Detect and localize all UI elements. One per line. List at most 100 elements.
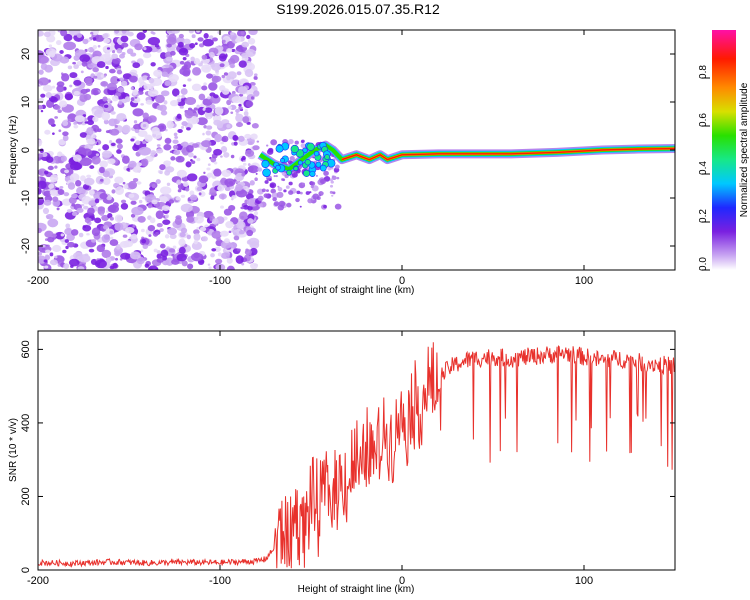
noise-speckle [136,32,146,41]
noise-speckle [208,266,212,270]
track-blob [297,160,303,166]
noise-speckle [85,134,92,140]
transition-speckle [334,203,342,210]
noise-speckle [95,153,100,157]
noise-speckle [149,217,156,224]
noise-speckle [220,205,224,209]
noise-speckle [214,246,221,252]
noise-speckle [244,249,252,256]
noise-speckle [238,60,247,68]
noise-speckle [49,259,58,266]
noise-speckle [166,120,175,129]
noise-speckle [71,229,79,236]
noise-speckle [38,251,43,256]
noise-speckle [57,151,63,157]
noise-speckle [186,127,191,131]
noise-speckle [245,48,256,57]
transition-speckle [296,190,301,195]
noise-speckle [244,149,255,157]
noise-speckle [76,207,84,213]
noise-speckle [170,50,176,56]
noise-speckle [201,85,208,91]
noise-speckle [241,172,246,177]
noise-speckle [96,244,105,253]
noise-speckle [62,249,67,254]
noise-speckle [43,190,52,197]
transition-speckle [294,140,299,145]
noise-speckle [106,98,111,102]
noise-speckle [223,208,232,216]
noise-speckle [106,47,111,50]
noise-speckle [184,97,197,106]
noise-speckle [134,43,143,51]
noise-speckle [176,98,182,103]
noise-speckle [45,48,57,56]
noise-speckle [90,31,94,35]
noise-speckle [181,260,188,267]
noise-speckle [44,170,49,175]
noise-speckle [156,258,164,263]
noise-speckle [178,33,184,39]
noise-speckle [100,213,104,217]
transition-speckle [270,139,278,146]
noise-speckle [193,229,200,235]
transition-speckle [278,200,286,207]
x-tick-label: -200 [27,575,49,587]
noise-speckle [189,194,198,201]
noise-speckle [44,265,49,269]
noise-speckle [183,38,191,45]
noise-speckle [137,216,146,223]
noise-speckle [207,116,211,120]
noise-speckle [247,163,251,167]
y-tick-label: -10 [20,190,32,206]
noise-speckle [184,64,188,68]
noise-speckle [87,48,91,52]
noise-speckle [193,239,198,245]
noise-speckle [88,200,97,207]
transition-speckle [283,189,287,193]
noise-speckle [205,130,212,136]
noise-speckle [91,238,97,243]
noise-speckle [106,196,112,201]
noise-speckle [236,248,241,252]
noise-speckle [128,193,135,198]
noise-speckle [151,183,156,189]
noise-speckle [241,41,249,48]
noise-speckle [108,140,113,144]
noise-speckle [168,199,175,204]
noise-speckle [120,252,131,260]
noise-speckle [114,250,121,257]
noise-speckle [235,189,248,198]
x-tick-label: 100 [575,575,593,587]
noise-speckle [147,89,159,97]
noise-speckle [244,69,254,78]
noise-speckle [102,177,111,186]
noise-speckle [207,163,211,166]
noise-speckle [238,103,242,107]
noise-speckle [101,249,112,259]
transition-speckle [323,204,327,209]
noise-speckle [176,179,182,185]
noise-speckle [179,60,185,65]
noise-speckle [80,203,85,207]
noise-speckle [210,195,215,200]
noise-speckle [163,100,168,105]
noise-speckle [244,109,248,112]
spectrogram-x-ticks: -200 -100 0 100 [27,30,593,287]
noise-speckle [140,249,144,253]
noise-speckle [42,84,53,92]
noise-speckle [105,210,109,213]
noise-speckle [219,63,225,68]
noise-speckle [138,146,152,156]
noise-speckle [170,156,176,161]
noise-speckle [63,263,70,269]
noise-speckle [223,152,230,158]
noise-speckle [99,160,109,168]
transition-speckle [331,175,337,181]
x-tick-label: 0 [399,275,405,287]
noise-speckle [65,223,71,229]
noise-speckle [185,144,194,153]
transition-speckle [327,167,332,171]
noise-speckle [188,30,194,34]
noise-speckle [247,218,254,224]
